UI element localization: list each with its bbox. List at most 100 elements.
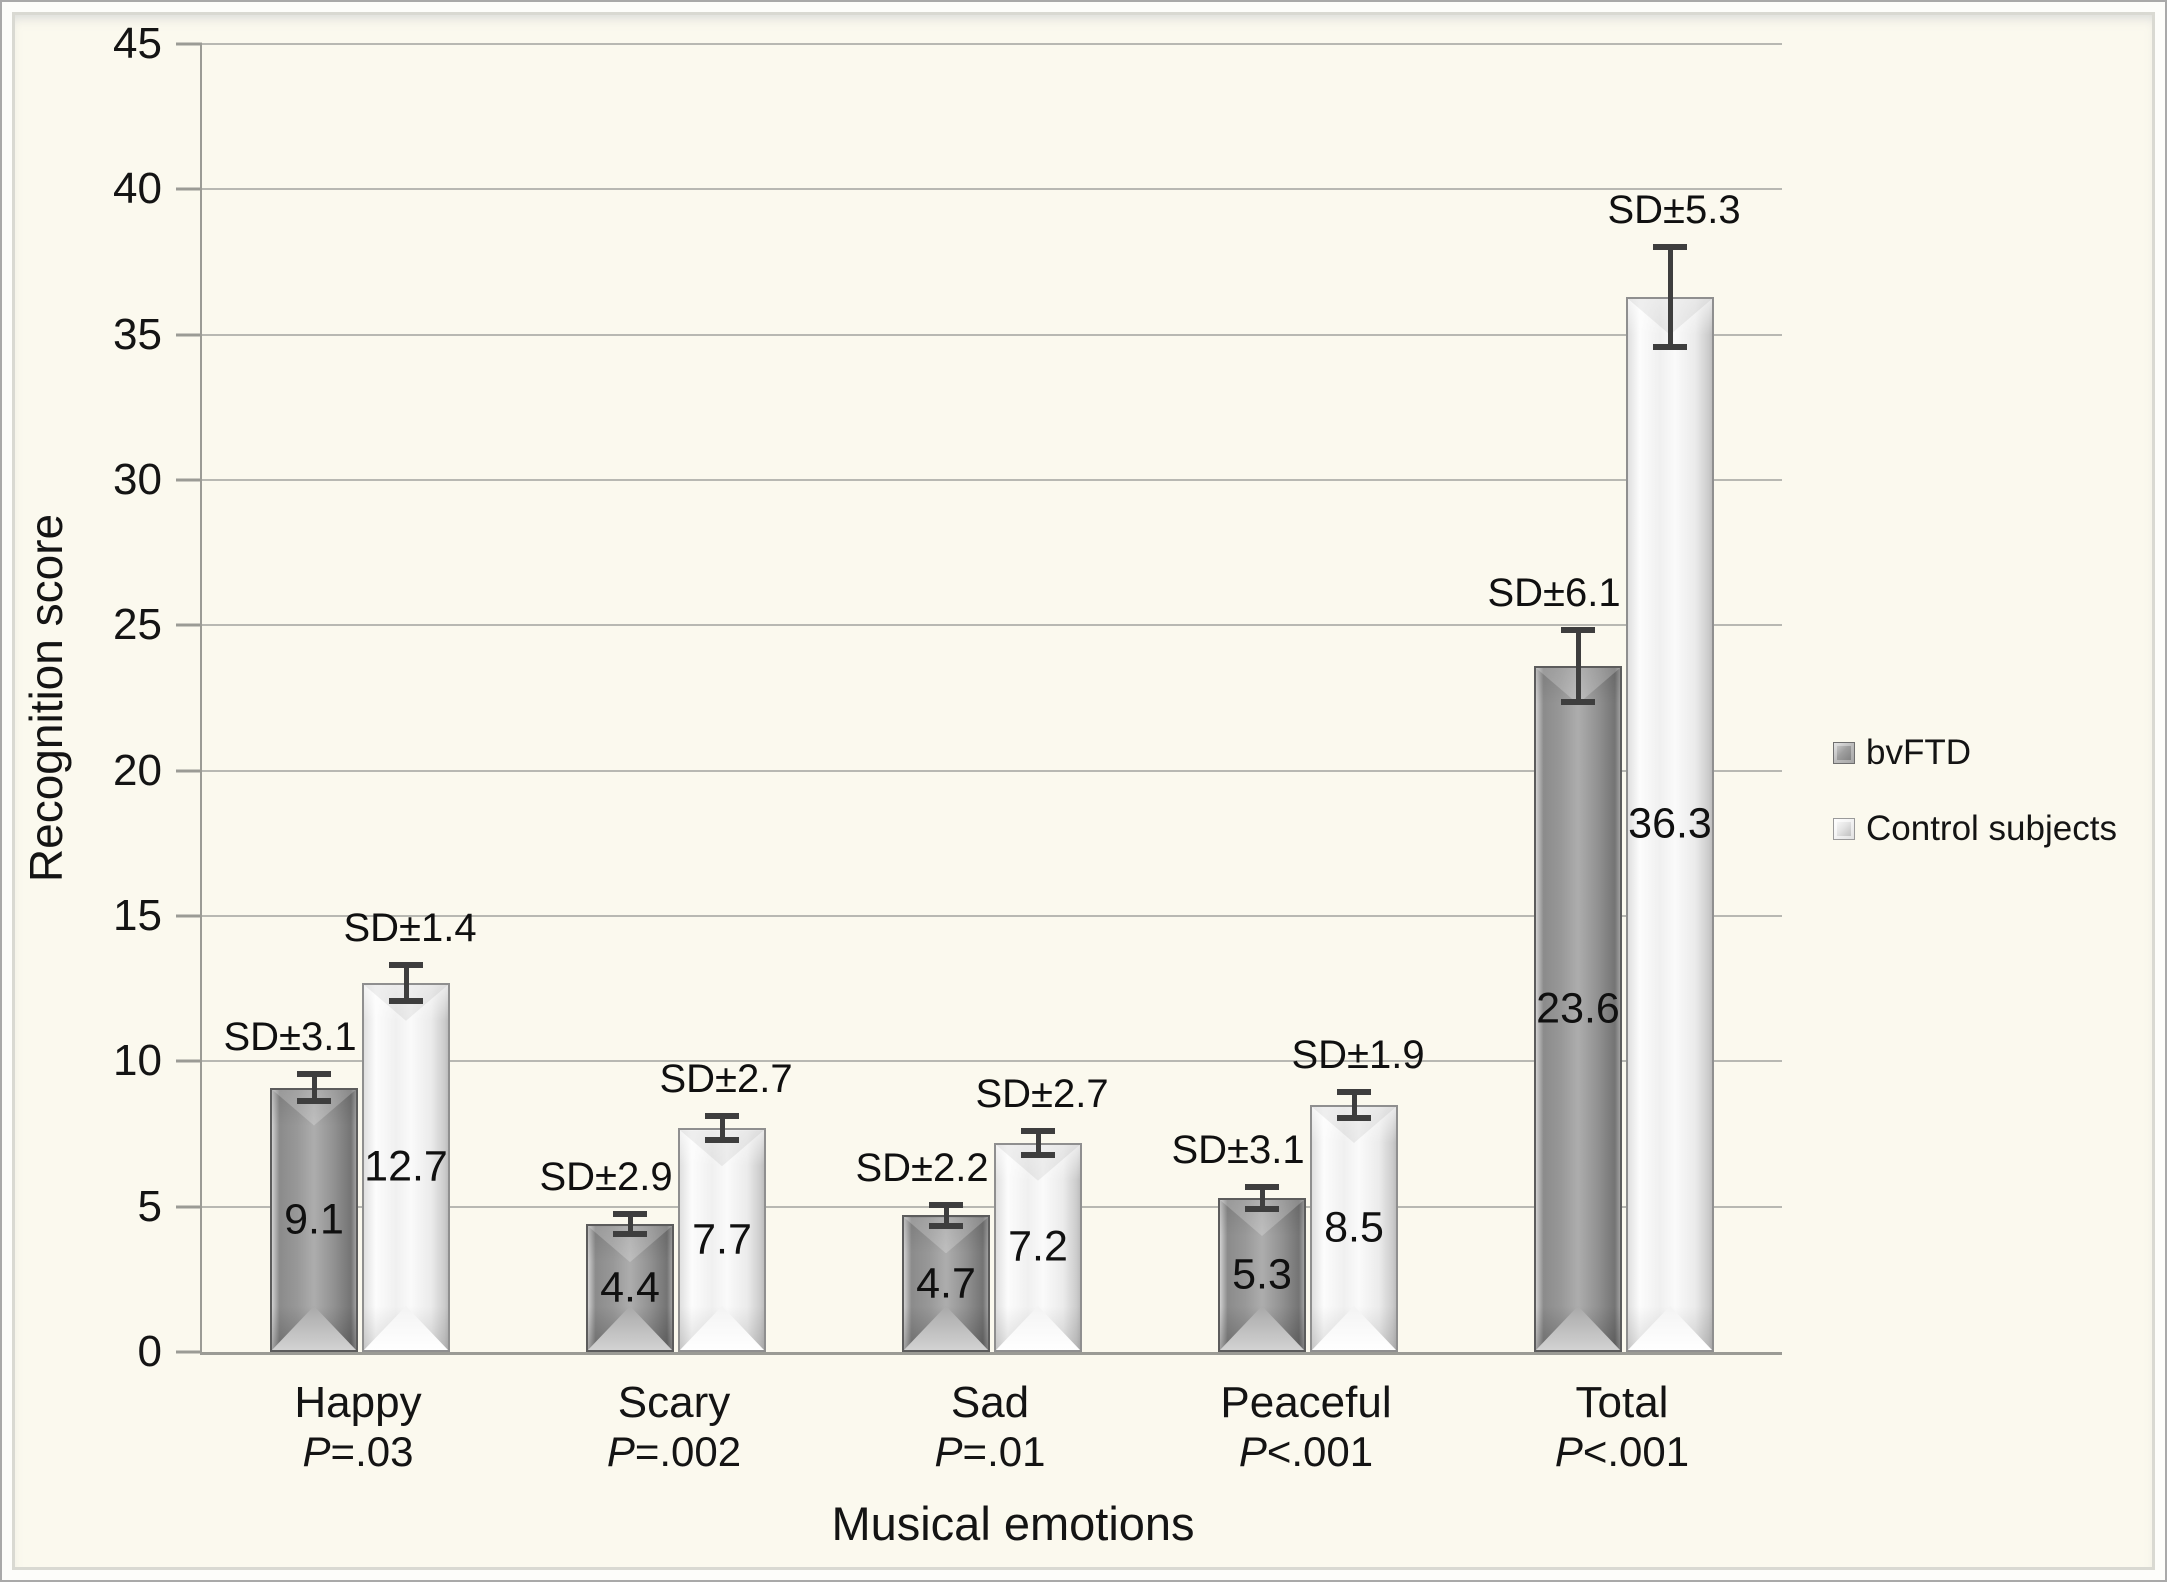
y-tick-label-10: 10	[113, 1036, 162, 1086]
error-bar-bvftd-total	[1575, 629, 1581, 703]
gridline-45	[202, 43, 1782, 45]
gridline-10	[202, 1060, 1782, 1063]
bar-bottom-bevel-triangle	[1628, 1306, 1712, 1350]
value-label-bvftd-happy: 9.1	[284, 1195, 344, 1244]
error-bar-cap-top-bvftd-total	[1561, 626, 1595, 633]
gridline-40	[202, 188, 1782, 191]
bar-bottom-bevel	[1628, 1306, 1712, 1350]
error-bar-cap-bottom-control-subjects-total	[1653, 343, 1687, 350]
error-bar-cap-top-bvftd-happy	[297, 1071, 331, 1078]
bar-bottom-bevel-triangle	[996, 1306, 1080, 1350]
error-bar-control-subjects-sad	[1035, 1130, 1041, 1155]
y-tick-35	[176, 333, 202, 337]
bar-bottom-bevel	[996, 1306, 1080, 1350]
p-value-label-scary: P=.002	[606, 1428, 742, 1475]
gridline-15	[202, 915, 1782, 917]
y-tick-40	[176, 187, 202, 191]
p-value-label-total: P<.001	[1554, 1428, 1690, 1475]
value-label-bvftd-scary: 4.4	[600, 1263, 660, 1312]
error-bar-cap-top-control-subjects-sad	[1021, 1127, 1055, 1134]
sd-label-bvftd-sad: SD±2.2	[855, 1146, 989, 1191]
error-bar-cap-top-control-subjects-scary	[705, 1113, 739, 1120]
bar-bottom-bevel-triangle	[1536, 1306, 1620, 1350]
sd-label-control-subjects-happy: SD±1.4	[343, 905, 477, 950]
error-bar-cap-top-control-subjects-total	[1653, 243, 1687, 250]
error-bar-cap-bottom-bvftd-happy	[297, 1097, 331, 1104]
category-label-peaceful: Peaceful	[1220, 1378, 1392, 1427]
gridline-20	[202, 769, 1782, 772]
p-value-label-happy: P=.03	[302, 1428, 414, 1475]
y-tick-10	[176, 1059, 202, 1063]
gridline-35	[202, 333, 1782, 336]
value-label-control-subjects-happy: 12.7	[364, 1142, 448, 1191]
legend-item-bvftd: bvFTD	[1833, 730, 1971, 776]
error-bar-cap-top-bvftd-scary	[613, 1211, 647, 1218]
error-bar-cap-bottom-control-subjects-peaceful	[1337, 1115, 1371, 1121]
y-tick-0	[176, 1350, 202, 1354]
bar-bottom-bevel	[272, 1306, 356, 1350]
value-label-control-subjects-total: 36.3	[1628, 799, 1712, 848]
error-bar-cap-bottom-bvftd-peaceful	[1245, 1205, 1279, 1212]
error-bar-cap-top-control-subjects-happy	[389, 961, 423, 968]
legend-marker-control-subjects-icon	[1833, 818, 1855, 840]
error-bar-cap-bottom-control-subjects-scary	[705, 1137, 739, 1144]
bar-bottom-bevel	[904, 1306, 988, 1350]
sd-label-control-subjects-peaceful: SD±1.9	[1291, 1032, 1425, 1077]
value-label-bvftd-peaceful: 5.3	[1232, 1250, 1292, 1299]
gridline-30	[202, 479, 1782, 481]
y-tick-label-5: 5	[137, 1181, 162, 1231]
bar-bottom-bevel	[1220, 1306, 1304, 1350]
category-label-scary: Scary	[617, 1378, 731, 1427]
y-tick-5	[176, 1205, 202, 1209]
p-value-label-sad: P=.01	[934, 1428, 1046, 1475]
y-tick-30	[176, 478, 202, 482]
category-label-sad: Sad	[950, 1378, 1030, 1427]
sd-label-control-subjects-sad: SD±2.7	[975, 1071, 1109, 1116]
x-axis-title: Musical emotions	[831, 1497, 1195, 1550]
bar-bottom-bevel-triangle	[588, 1306, 672, 1350]
error-bar-control-subjects-peaceful	[1351, 1091, 1357, 1118]
bar-bottom-bevel-triangle	[904, 1306, 988, 1350]
value-label-control-subjects-sad: 7.2	[1008, 1222, 1068, 1271]
error-bar-bvftd-happy	[311, 1074, 317, 1101]
bar-bottom-bevel-triangle	[364, 1306, 448, 1350]
bar-bottom-bevel	[588, 1306, 672, 1350]
bar-bottom-bevel	[680, 1306, 764, 1350]
bar-bottom-bevel	[364, 1306, 448, 1350]
bar-bottom-bevel-triangle	[1312, 1306, 1396, 1350]
gridline-5	[202, 1205, 1782, 1208]
error-bar-cap-top-bvftd-sad	[929, 1202, 963, 1209]
sd-label-bvftd-peaceful: SD±3.1	[1171, 1127, 1305, 1172]
y-tick-20	[176, 769, 202, 773]
error-bar-cap-bottom-control-subjects-sad	[1021, 1151, 1055, 1158]
value-label-control-subjects-scary: 7.7	[692, 1215, 752, 1264]
error-bar-cap-bottom-bvftd-sad	[929, 1222, 963, 1229]
y-axis-title: Recognition score	[20, 513, 72, 883]
y-tick-label-45: 45	[113, 19, 162, 68]
error-bar-cap-bottom-control-subjects-happy	[389, 997, 423, 1004]
error-bar-cap-bottom-bvftd-total	[1561, 699, 1595, 706]
bar-bottom-bevel-triangle	[680, 1306, 764, 1350]
error-bar-control-subjects-happy	[403, 964, 409, 1001]
error-bar-control-subjects-scary	[719, 1116, 725, 1141]
gridline-25	[202, 624, 1782, 627]
error-bar-cap-top-bvftd-peaceful	[1245, 1183, 1279, 1190]
category-label-total: Total	[1575, 1378, 1669, 1427]
sd-label-bvftd-happy: SD±3.1	[223, 1015, 357, 1060]
legend-label-bvftd: bvFTD	[1866, 733, 1971, 772]
value-label-bvftd-total: 23.6	[1536, 984, 1620, 1033]
error-bar-control-subjects-total	[1667, 246, 1673, 347]
y-tick-25	[176, 623, 202, 627]
p-value-label-peaceful: P<.001	[1238, 1428, 1374, 1475]
value-label-bvftd-sad: 4.7	[916, 1259, 976, 1308]
bar-bottom-bevel-triangle	[272, 1306, 356, 1350]
sd-label-control-subjects-scary: SD±2.7	[659, 1057, 793, 1102]
bar-bottom-bevel	[1536, 1306, 1620, 1350]
legend-marker-bvftd-icon	[1833, 742, 1855, 764]
y-tick-45	[176, 42, 202, 46]
y-tick-label-15: 15	[113, 891, 162, 940]
category-label-happy: Happy	[294, 1378, 422, 1427]
error-bar-cap-top-control-subjects-peaceful	[1337, 1088, 1371, 1095]
sd-label-bvftd-total: SD±6.1	[1487, 570, 1621, 615]
